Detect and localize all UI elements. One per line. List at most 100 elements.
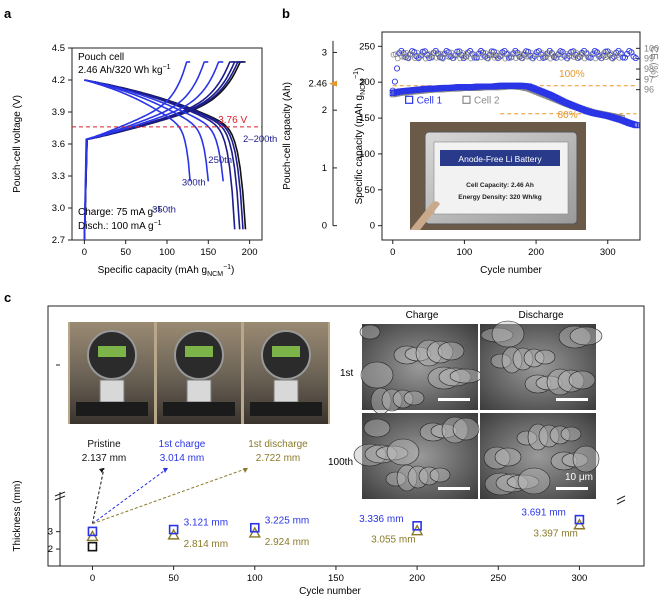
discharge-rate-text: Disch.: 100 mA g−1	[78, 220, 162, 232]
sem-grain	[419, 422, 447, 442]
sem-grain	[396, 464, 418, 492]
sem-grain	[385, 471, 407, 487]
ce-cell2-point	[523, 53, 530, 60]
charge-curve	[83, 61, 191, 240]
discharge-value-label: 2.924 mm	[265, 537, 309, 548]
ce-cell2-point	[483, 50, 489, 56]
charge-curve	[83, 61, 209, 240]
sem-grain	[386, 438, 420, 466]
sem-row-1st: 1st	[340, 368, 354, 379]
ce-cell2-point	[609, 55, 616, 62]
panel-a-xlabel: Specific capacity (mAh gNCM−1)	[98, 264, 235, 278]
ce-cell2-point	[493, 49, 500, 56]
ce-cell2-point	[405, 55, 412, 62]
ce-cell2-point	[564, 55, 571, 62]
sem-grain	[568, 370, 596, 390]
ce-tick-label: 98	[644, 64, 654, 74]
ce-cell2-point	[468, 55, 474, 62]
sem-grain	[569, 326, 603, 346]
sem-grain	[437, 341, 465, 361]
gauge-display	[98, 346, 126, 357]
y-tick-label-a: 3.6	[52, 139, 65, 150]
sem-grain	[494, 447, 522, 467]
x-tick-label-a: 50	[120, 247, 131, 258]
label-80-percent: 80%	[558, 110, 578, 121]
sem-grain	[449, 368, 483, 384]
sem-scale-bar	[556, 398, 588, 401]
panel-b-xlabel: Cycle number	[480, 265, 542, 276]
sem-grain	[557, 369, 585, 393]
cycle-label: 2–200th	[243, 134, 277, 145]
sem-scale-label: 10 μm	[565, 472, 593, 483]
panel-b-chart: 0 100 200 300 0 50 100 150 200 250 0 1 2 3 2.46 9697989…	[282, 31, 659, 276]
panel-b-ylabel-left: Pouch-cell capacity (Ah)	[282, 82, 293, 190]
panel-label-b: b	[282, 6, 290, 21]
ce-cell2-point	[601, 49, 607, 56]
ce-cell2-point	[554, 55, 560, 61]
sem-grain	[491, 320, 525, 348]
ce-cell2-point	[562, 50, 569, 57]
ref-voltage-label: 3.76 V	[218, 115, 247, 126]
sem-grain	[480, 327, 514, 343]
callout-title: 1st discharge	[248, 439, 308, 450]
ce-cell2-point	[594, 51, 601, 57]
charge-value-label: 3.336 mm	[359, 514, 403, 525]
ah-marker-label: 2.46	[309, 79, 328, 90]
x-tick-label-b: 300	[600, 247, 616, 258]
sem-grain	[426, 340, 454, 364]
c-x-tick-label: 300	[571, 573, 587, 584]
gauge-display	[185, 346, 213, 357]
panel-c-chart: Charge Discharge 1st 100th 10 μm Pristin…	[12, 305, 645, 597]
c-y-tick-label: 2	[48, 544, 53, 555]
pristine-point	[87, 541, 98, 552]
c-x-tick-label: 250	[490, 573, 506, 584]
sem-grain	[517, 467, 551, 495]
sem-grain	[512, 347, 534, 371]
ce-cell2-point	[502, 55, 509, 62]
sem-grain	[441, 416, 469, 444]
panel-a-ylabel: Pouch-cell voltage (V)	[12, 95, 23, 193]
discharge-curve	[84, 79, 191, 182]
legend-cell2-label: Cell 2	[474, 95, 500, 106]
ce-cell2-point	[476, 49, 483, 56]
sem-grain	[375, 445, 409, 461]
label-100-percent: 100%	[559, 69, 585, 80]
pouch-cell-photo: Anode-Free Li Battery Cell Capacity: 2.4…	[410, 122, 586, 230]
sem-grain	[403, 390, 425, 406]
cell-header-line2: 2.46 Ah/320 Wh kg−1	[78, 64, 171, 76]
thickness-gauge-photos	[68, 322, 330, 424]
sem-grain	[558, 325, 592, 349]
ce-cell2-point	[616, 55, 623, 61]
callout-value: 2.722 mm	[256, 453, 300, 464]
sem-image	[480, 324, 596, 410]
panel-label-a: a	[4, 6, 12, 21]
y-tick-label-a: 4.5	[52, 43, 65, 54]
sem-grain	[407, 465, 429, 489]
charge-point	[87, 526, 98, 537]
sem-grain	[483, 446, 511, 470]
ce-tick-label: 99	[644, 54, 654, 64]
ce-cell2-point	[399, 53, 405, 60]
ce-cell2-point	[556, 49, 562, 56]
sem-grain	[524, 374, 552, 394]
callout-arrow-charge	[92, 467, 169, 525]
sem-grain	[538, 424, 560, 448]
c-x-tick-label: 50	[168, 573, 179, 584]
callout-title: 1st charge	[159, 439, 206, 450]
ce-cell2-point	[573, 49, 580, 56]
callout-arrow-pristine	[91, 467, 105, 524]
ce-cell2-point	[437, 50, 444, 57]
y-tick-label-a: 4.2	[52, 75, 65, 86]
sem-scale-bar	[438, 398, 470, 401]
sem-image	[362, 324, 478, 410]
panel-label-c: c	[4, 290, 11, 305]
ah-marker-arrow	[329, 80, 337, 87]
charge-point	[249, 522, 260, 533]
charge-value-label: 3.225 mm	[265, 516, 309, 527]
ce-cell2-point	[429, 55, 435, 61]
sem-grain	[516, 430, 538, 446]
ce-cell2-point	[545, 50, 552, 56]
ce-tick-label: 96	[644, 85, 654, 95]
ce-cell2-point	[461, 53, 468, 60]
sem-grain	[359, 324, 381, 340]
